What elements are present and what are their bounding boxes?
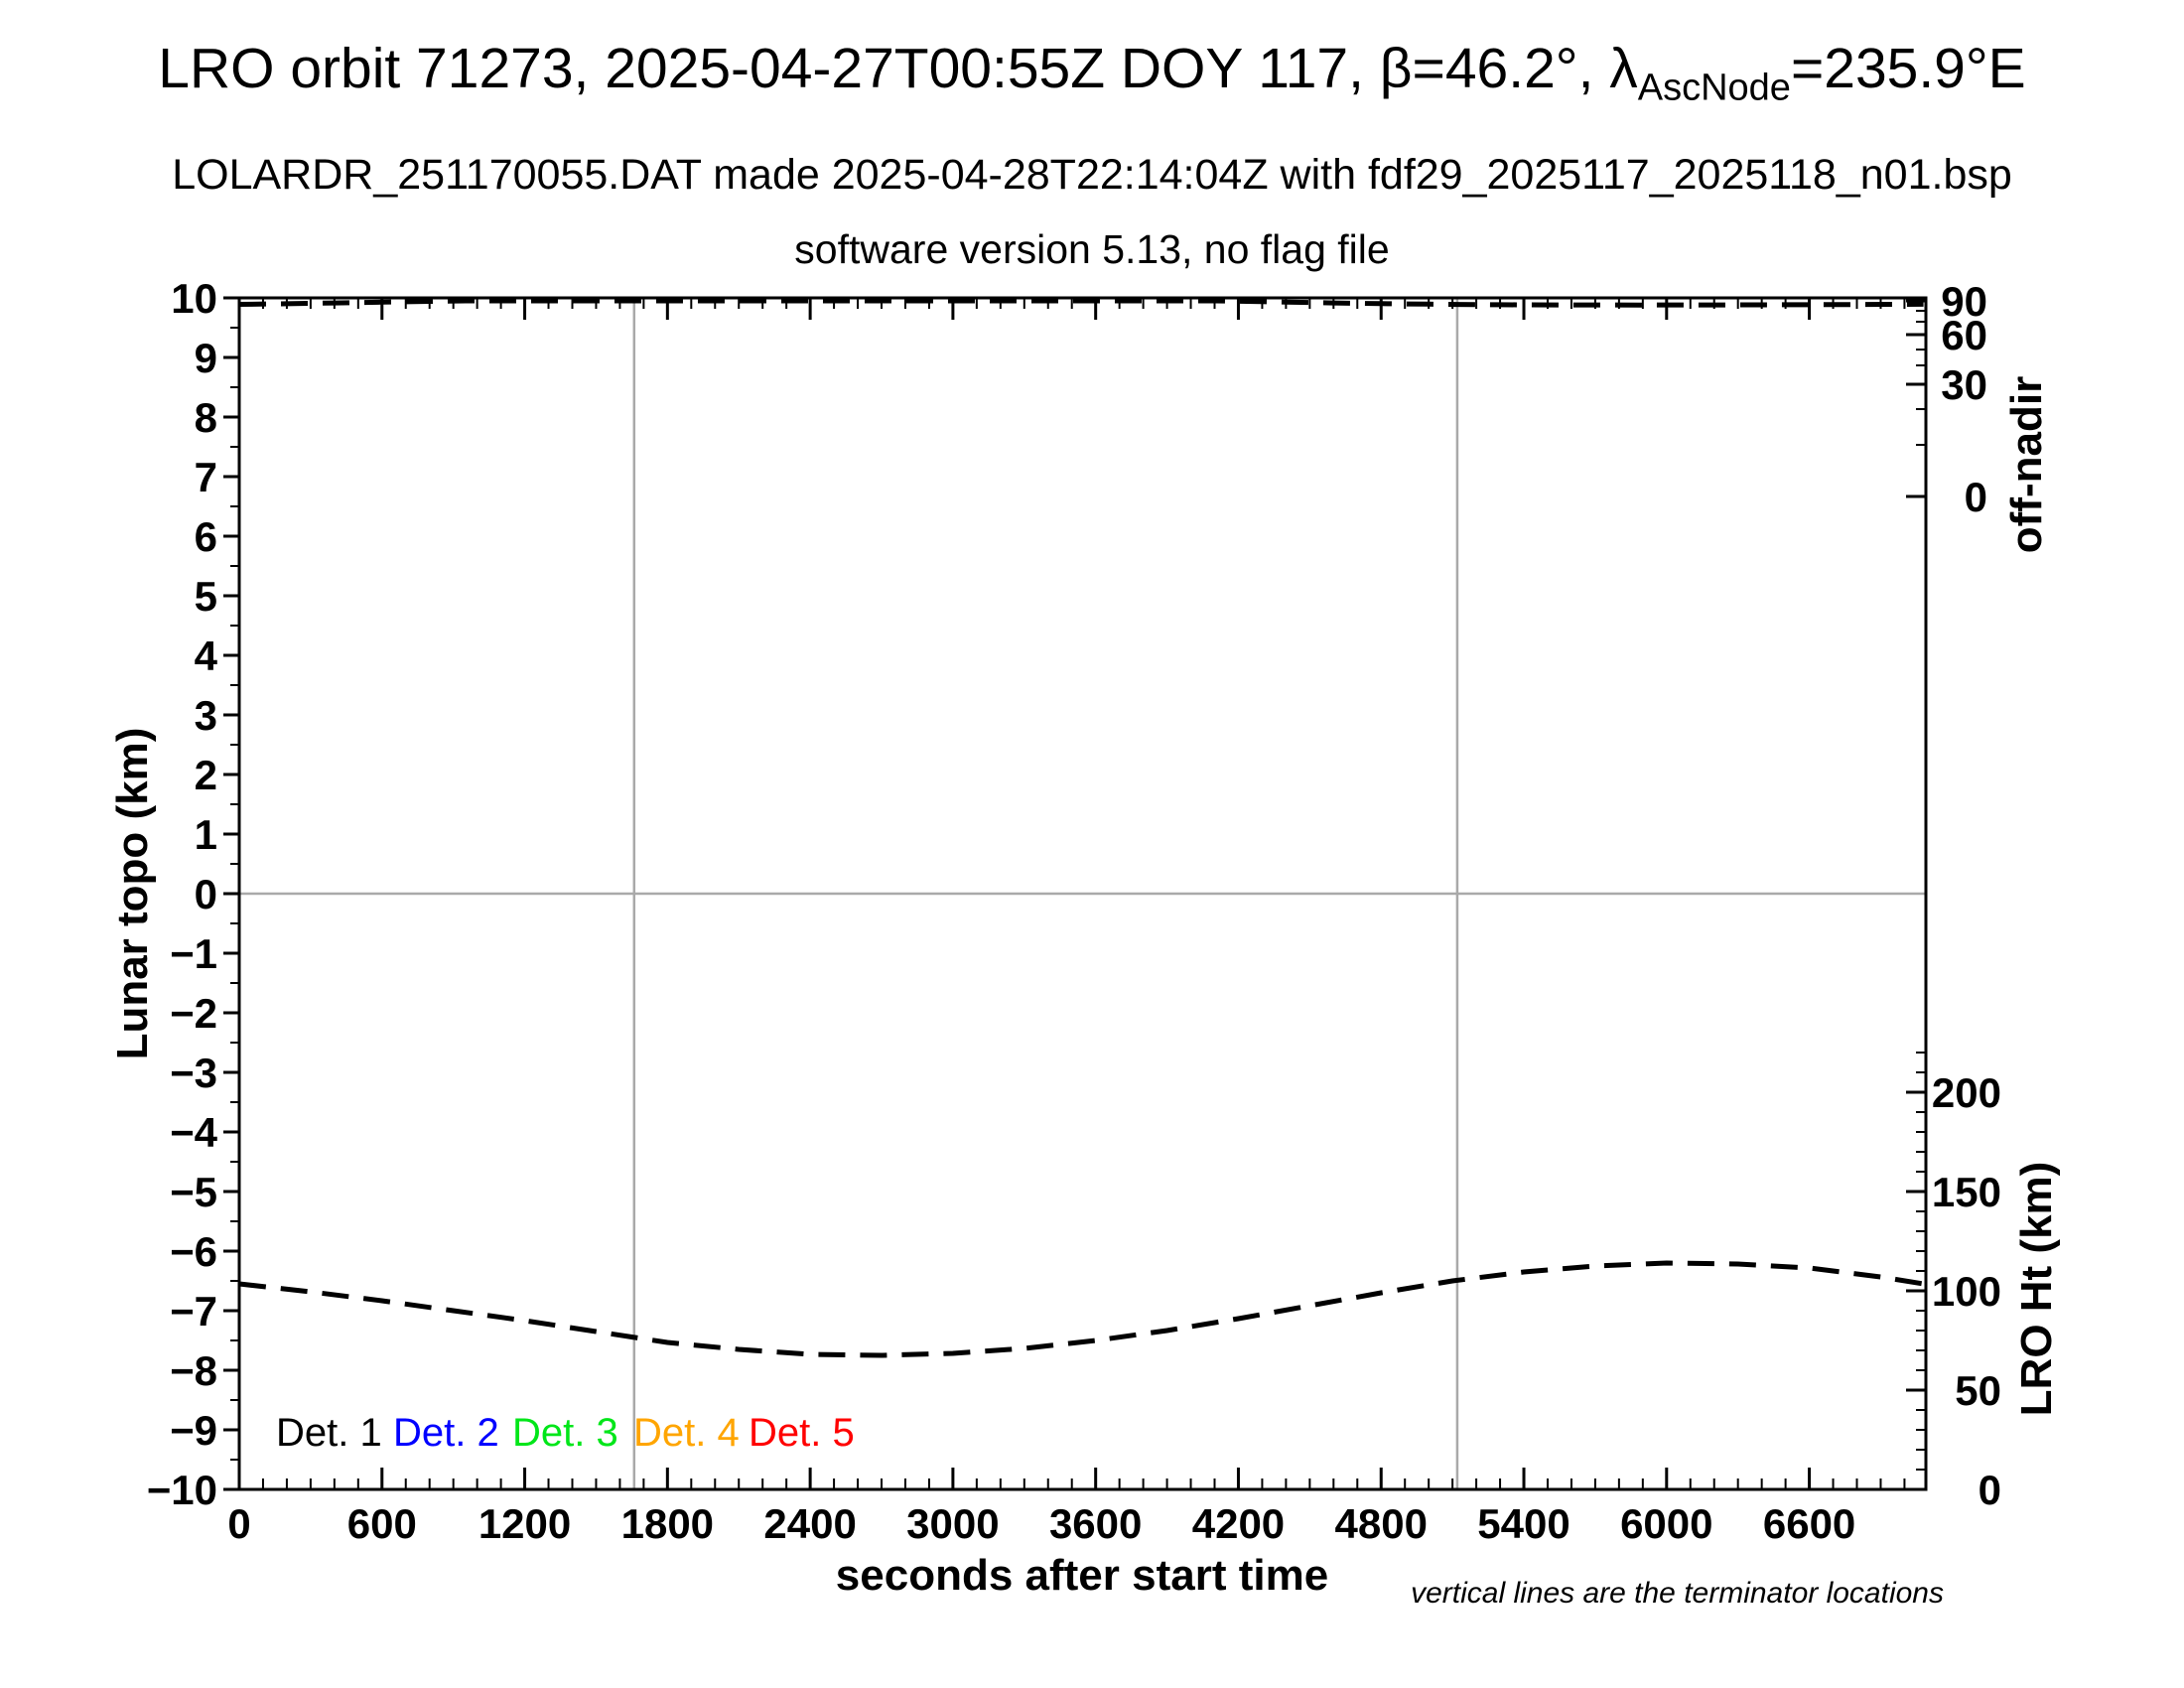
svg-text:200: 200	[1932, 1069, 2001, 1116]
svg-text:9: 9	[195, 335, 217, 381]
svg-text:3600: 3600	[1049, 1500, 1142, 1547]
svg-text:150: 150	[1932, 1169, 2001, 1215]
svg-text:6: 6	[195, 513, 217, 560]
svg-text:0: 0	[1979, 1467, 2001, 1513]
svg-text:4: 4	[195, 633, 218, 679]
plot-subtitle-version: software version 5.13, no flag file	[794, 226, 1390, 272]
svg-text:5400: 5400	[1477, 1500, 1570, 1547]
legend-item-det2: Det. 2	[393, 1411, 499, 1455]
y-axis-label-lro-height: LRO Ht (km)	[2012, 1161, 2061, 1417]
svg-text:4200: 4200	[1192, 1500, 1285, 1547]
svg-text:4800: 4800	[1335, 1500, 1428, 1547]
legend-item-det4: Det. 4	[633, 1411, 740, 1455]
plot-title-main: LRO orbit 71273, 2025-04-27T00:55Z DOY 1…	[158, 37, 1638, 100]
svg-text:30: 30	[1941, 361, 1987, 408]
reference-lines	[239, 298, 1926, 1489]
svg-text:0: 0	[1965, 474, 1987, 520]
svg-text:−8: −8	[170, 1347, 217, 1394]
svg-text:−7: −7	[170, 1288, 217, 1335]
svg-text:3000: 3000	[906, 1500, 999, 1547]
svg-text:2400: 2400	[763, 1500, 856, 1547]
svg-text:−1: −1	[170, 930, 217, 977]
svg-text:2: 2	[195, 752, 217, 798]
curve-off-nadir	[238, 298, 1924, 308]
svg-text:0: 0	[195, 871, 217, 917]
svg-text:−4: −4	[170, 1109, 218, 1156]
legend-item-det1: Det. 1	[276, 1411, 382, 1455]
svg-text:1200: 1200	[478, 1500, 571, 1547]
svg-text:1800: 1800	[621, 1500, 714, 1547]
svg-text:50: 50	[1955, 1367, 2001, 1414]
svg-text:−2: −2	[170, 990, 217, 1037]
y-axis-label-off-nadir: off-nadir	[2002, 375, 2051, 554]
axes: 0 600 1200 1800 2400 3000 3600 4200 4800 5400 6000…	[147, 275, 2001, 1547]
svg-text:−5: −5	[170, 1169, 217, 1215]
svg-text:10: 10	[171, 275, 217, 322]
x-axis-label: seconds after start time	[835, 1551, 1329, 1600]
svg-text:−3: −3	[170, 1050, 217, 1096]
svg-text:−10: −10	[147, 1467, 217, 1513]
svg-text:100: 100	[1932, 1268, 2001, 1315]
legend-item-det3: Det. 3	[512, 1411, 618, 1455]
plot-title-suffix: =235.9°E	[1790, 37, 2026, 100]
svg-text:60: 60	[1941, 312, 1987, 358]
svg-text:600: 600	[347, 1500, 417, 1547]
svg-text:−9: −9	[170, 1407, 217, 1454]
y-axis-label-lunar-topo: Lunar topo (km)	[108, 727, 157, 1060]
plot-title-subscript: AscNode	[1637, 67, 1791, 109]
svg-text:7: 7	[195, 454, 217, 500]
svg-text:6600: 6600	[1763, 1500, 1855, 1547]
svg-text:0: 0	[227, 1500, 250, 1547]
plot-title: LRO orbit 71273, 2025-04-27T00:55Z DOY 1…	[0, 36, 2184, 109]
svg-text:5: 5	[195, 573, 217, 620]
legend-item-det5: Det. 5	[749, 1411, 855, 1455]
curve-lro-height	[238, 1260, 1925, 1358]
plot-subtitle-file: LOLARDR_251170055.DAT made 2025-04-28T22…	[172, 151, 2012, 199]
svg-text:90: 90	[1941, 278, 1987, 325]
terminator-note: vertical lines are the terminator locati…	[1411, 1577, 1944, 1610]
data-series	[238, 298, 1925, 1358]
svg-text:6000: 6000	[1620, 1500, 1712, 1547]
svg-text:−6: −6	[170, 1228, 217, 1275]
svg-text:8: 8	[195, 394, 217, 441]
svg-text:1: 1	[195, 811, 217, 858]
svg-text:3: 3	[195, 692, 217, 739]
